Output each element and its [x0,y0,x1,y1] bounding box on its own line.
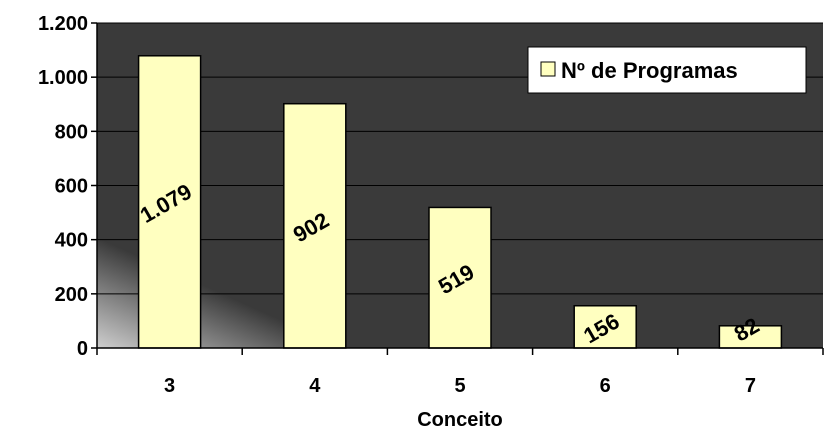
y-tick-label: 1.200 [38,13,88,35]
x-tick-labels: 3 4 5 6 7 [164,375,756,397]
x-tick-label: 4 [309,375,321,397]
x-axis-title: Conceito [417,409,503,431]
x-tick-label: 5 [454,375,465,397]
legend-label: Nº de Programas [561,58,738,83]
x-tick-label: 3 [164,375,175,397]
x-tick-label: 7 [745,375,756,397]
bars [137,55,783,349]
legend: Nº de Programas [527,46,807,94]
axes [91,22,824,355]
y-tick-label: 0 [77,338,88,360]
legend-swatch [540,61,556,77]
x-tick-label: 6 [600,375,611,397]
y-tick-label: 400 [55,230,88,252]
y-tick-labels: 0 200 400 600 800 1.000 1.200 [38,13,88,360]
y-tick-label: 1.000 [38,67,88,89]
y-tick-label: 800 [55,121,88,143]
bar [137,55,202,349]
y-tick-label: 600 [55,176,88,198]
y-tick-label: 200 [55,284,88,306]
legend-box [527,46,807,94]
